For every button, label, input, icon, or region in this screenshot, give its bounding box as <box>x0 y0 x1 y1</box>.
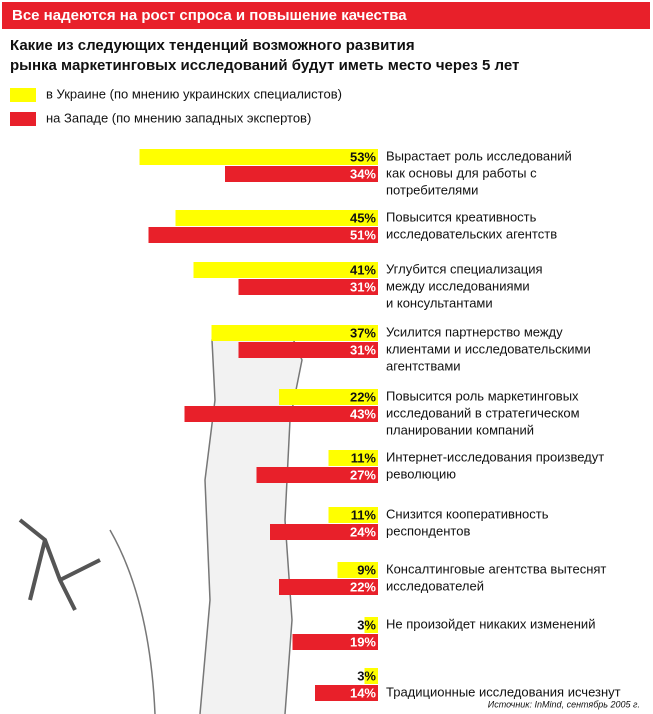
legend-swatch <box>10 88 36 102</box>
legend-label: на Западе (по мнению западных экспертов) <box>46 110 311 125</box>
value-label: 22% <box>350 389 376 404</box>
bar <box>364 617 378 633</box>
bar <box>184 406 378 422</box>
category-label: Традиционные исследования исчезнут <box>386 684 621 699</box>
bar <box>328 507 378 523</box>
category-label: Снизится кооперативность <box>386 506 549 521</box>
bar <box>328 450 378 466</box>
category-label: между исследованиями <box>386 278 530 293</box>
value-label: 11% <box>351 507 377 522</box>
bar <box>256 467 378 483</box>
climber <box>18 518 101 611</box>
pole <box>109 529 156 714</box>
bar <box>337 562 378 578</box>
bar <box>175 210 378 226</box>
value-label: 34% <box>350 166 376 181</box>
bar <box>238 279 378 295</box>
category-label: как основы для работы с <box>386 165 537 180</box>
value-label: 11% <box>351 450 377 465</box>
category-label: исследовательских агентств <box>386 226 557 241</box>
value-label: 3% <box>357 617 376 632</box>
value-label: 45% <box>350 210 376 225</box>
category-label: Консалтинговые агентства вытеснят <box>386 561 606 576</box>
value-label: 37% <box>350 325 376 340</box>
bar <box>292 634 378 650</box>
source: Источник: InMind, сентябрь 2005 г. <box>488 699 640 709</box>
category-label: исследователей <box>386 578 484 593</box>
value-label: 19% <box>350 634 376 649</box>
category-label: Углубится специализация <box>386 261 543 276</box>
bar <box>238 342 378 358</box>
illustration <box>18 327 303 714</box>
category-label: респондентов <box>386 523 470 538</box>
value-label: 43% <box>350 406 376 421</box>
cliff <box>199 327 303 714</box>
category-label: Интернет-исследования произведут <box>386 449 604 464</box>
category-label: клиентами и исследовательскими <box>386 341 591 356</box>
value-label: 27% <box>350 467 376 482</box>
value-label: 31% <box>350 342 376 357</box>
category-label: Повысится роль маркетинговых <box>386 388 579 403</box>
bar <box>148 227 378 243</box>
category-label: Не произойдет никаких изменений <box>386 616 595 631</box>
value-label: 41% <box>350 262 376 277</box>
legend-label: в Украине (по мнению украинских специали… <box>46 86 342 101</box>
title-line: Какие из следующих тенденций возможного … <box>10 37 415 54</box>
bar <box>193 262 378 278</box>
bar <box>270 524 378 540</box>
bar <box>211 325 378 341</box>
bar <box>315 685 378 701</box>
header: Все надеются на рост спроса и повышение … <box>12 7 407 24</box>
category-label: планировании компаний <box>386 422 534 437</box>
header-band <box>2 2 650 29</box>
category-label: агентствами <box>386 358 461 373</box>
value-label: 31% <box>350 279 376 294</box>
category-label: и консультантами <box>386 295 493 310</box>
category-label: потребителями <box>386 182 478 197</box>
bar <box>364 668 378 684</box>
category-label: революцию <box>386 466 456 481</box>
value-label: 14% <box>350 685 376 700</box>
value-label: 9% <box>357 562 376 577</box>
bar <box>279 579 378 595</box>
category-label: Усилится партнерство между <box>386 324 563 339</box>
value-label: 51% <box>350 227 376 242</box>
category-label: Повысится креативность <box>386 209 537 224</box>
value-label: 53% <box>350 149 376 164</box>
bar <box>225 166 378 182</box>
bar <box>279 389 378 405</box>
category-label: Вырастает роль исследований <box>386 148 572 163</box>
legend-swatch <box>10 112 36 126</box>
bar <box>139 149 378 165</box>
value-label: 24% <box>350 524 376 539</box>
value-label: 3% <box>357 668 376 683</box>
category-label: исследований в стратегическом <box>386 405 580 420</box>
title-line: рынка маркетинговых исследований будут и… <box>10 57 519 74</box>
value-label: 22% <box>350 579 376 594</box>
